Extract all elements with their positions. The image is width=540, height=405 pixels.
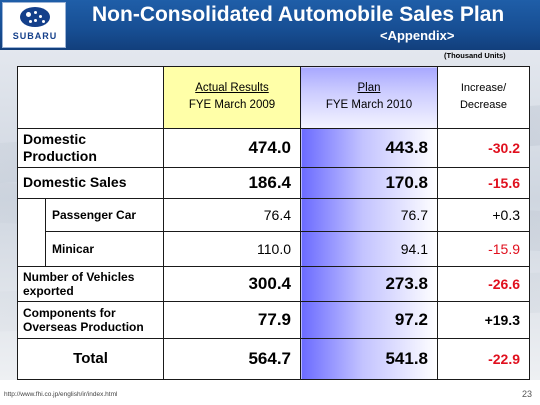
row-label: Domestic Production xyxy=(17,127,164,168)
indent-spacer xyxy=(17,197,46,267)
plan-value: 541.8 xyxy=(300,337,438,381)
plan-value: 170.8 xyxy=(300,166,438,199)
column-header-actual: Actual Results FYE March 2009 xyxy=(163,66,301,129)
column-header-change: Increase/ Decrease xyxy=(437,66,530,129)
table-header-row: Actual Results FYE March 2009 Plan FYE M… xyxy=(17,66,530,129)
actual-value: 300.4 xyxy=(163,265,301,302)
table-row-domestic-sales: Domestic Sales 186.4 170.8 -15.6 xyxy=(17,166,530,199)
plan-value: 443.8 xyxy=(300,127,438,168)
table-row-total: Total 564.7 541.8 -22.9 xyxy=(17,337,530,381)
row-label: Minicar xyxy=(45,230,164,267)
change-value: +19.3 xyxy=(437,300,530,339)
table-row-passenger-car: Passenger Car 76.4 76.7 +0.3 xyxy=(17,197,530,267)
row-label: Total xyxy=(17,337,164,381)
row-label: Passenger Car xyxy=(45,197,164,232)
change-value: +0.3 xyxy=(437,197,530,232)
row-label: Domestic Sales xyxy=(17,166,164,199)
table-row-minicar: Minicar 110.0 94.1 -15.9 xyxy=(18,230,530,267)
plan-value: 76.7 xyxy=(300,197,438,232)
change-header-line1: Increase/ xyxy=(460,82,507,95)
row-label-line2: Production xyxy=(23,147,97,164)
actual-value: 77.9 xyxy=(163,300,301,339)
actual-value: 76.4 xyxy=(163,197,301,232)
actual-value: 474.0 xyxy=(163,127,301,168)
slide-title: Non-Consolidated Automobile Sales Plan xyxy=(92,3,505,26)
row-label-line1: Components for xyxy=(23,305,116,320)
actual-header-period: FYE March 2009 xyxy=(188,99,276,112)
header-blank-cell xyxy=(17,66,164,129)
actual-value: 110.0 xyxy=(163,230,301,267)
change-value: -22.9 xyxy=(437,337,530,381)
plan-value: 97.2 xyxy=(300,300,438,339)
row-label: Components for Overseas Production xyxy=(17,300,164,339)
column-header-plan: Plan FYE March 2010 xyxy=(300,66,438,129)
change-value: -15.9 xyxy=(437,230,530,267)
slide-subtitle: <Appendix> xyxy=(380,28,455,43)
row-label-line1: Domestic xyxy=(23,130,87,147)
footer-ir-link[interactable]: http://www.fhi.co.jp/english/ir/index.ht… xyxy=(4,391,118,398)
units-note: (Thousand Units) xyxy=(444,51,506,60)
table-row-components: Components for Overseas Production 77.9 … xyxy=(17,300,530,339)
table-row-domestic-production: Domestic Production 474.0 443.8 -30.2 xyxy=(17,127,530,168)
page-number: 23 xyxy=(521,389,532,399)
plan-value: 273.8 xyxy=(300,265,438,302)
row-label-line2: exported xyxy=(23,283,74,298)
change-value: -30.2 xyxy=(437,127,530,168)
row-label-line2: Overseas Production xyxy=(23,319,144,334)
plan-value: 94.1 xyxy=(300,230,438,267)
pleiades-emblem-icon xyxy=(20,7,50,27)
actual-value: 186.4 xyxy=(163,166,301,199)
logo-text: SUBARU xyxy=(12,31,58,41)
actual-value: 564.7 xyxy=(163,337,301,381)
plan-header-period: FYE March 2010 xyxy=(325,99,413,112)
sales-plan-table: Actual Results FYE March 2009 Plan FYE M… xyxy=(17,66,530,381)
subaru-logo: SUBARU xyxy=(2,2,66,48)
table-row-vehicles-exported: Number of Vehicles exported 300.4 273.8 … xyxy=(17,265,530,302)
slide-header: SUBARU Non-Consolidated Automobile Sales… xyxy=(0,0,540,50)
change-header-line2: Decrease xyxy=(459,99,508,112)
actual-header-title: Actual Results xyxy=(195,82,269,95)
change-value: -26.6 xyxy=(437,265,530,302)
row-label-line1: Number of Vehicles xyxy=(23,269,135,284)
plan-header-title: Plan xyxy=(357,82,381,95)
change-value: -15.6 xyxy=(437,166,530,199)
row-label: Number of Vehicles exported xyxy=(17,265,164,302)
